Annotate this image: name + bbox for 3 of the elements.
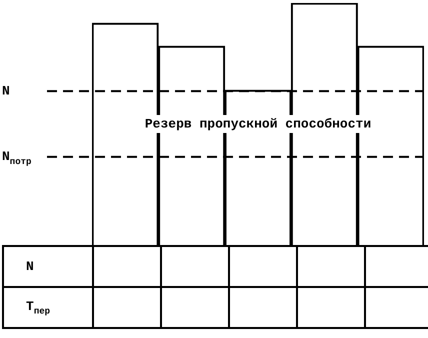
annotation: Резерв пропускной способности [144,116,372,132]
value-table: N T$_{пер}$ [2,245,428,329]
ref-line-label: N [2,83,10,98]
